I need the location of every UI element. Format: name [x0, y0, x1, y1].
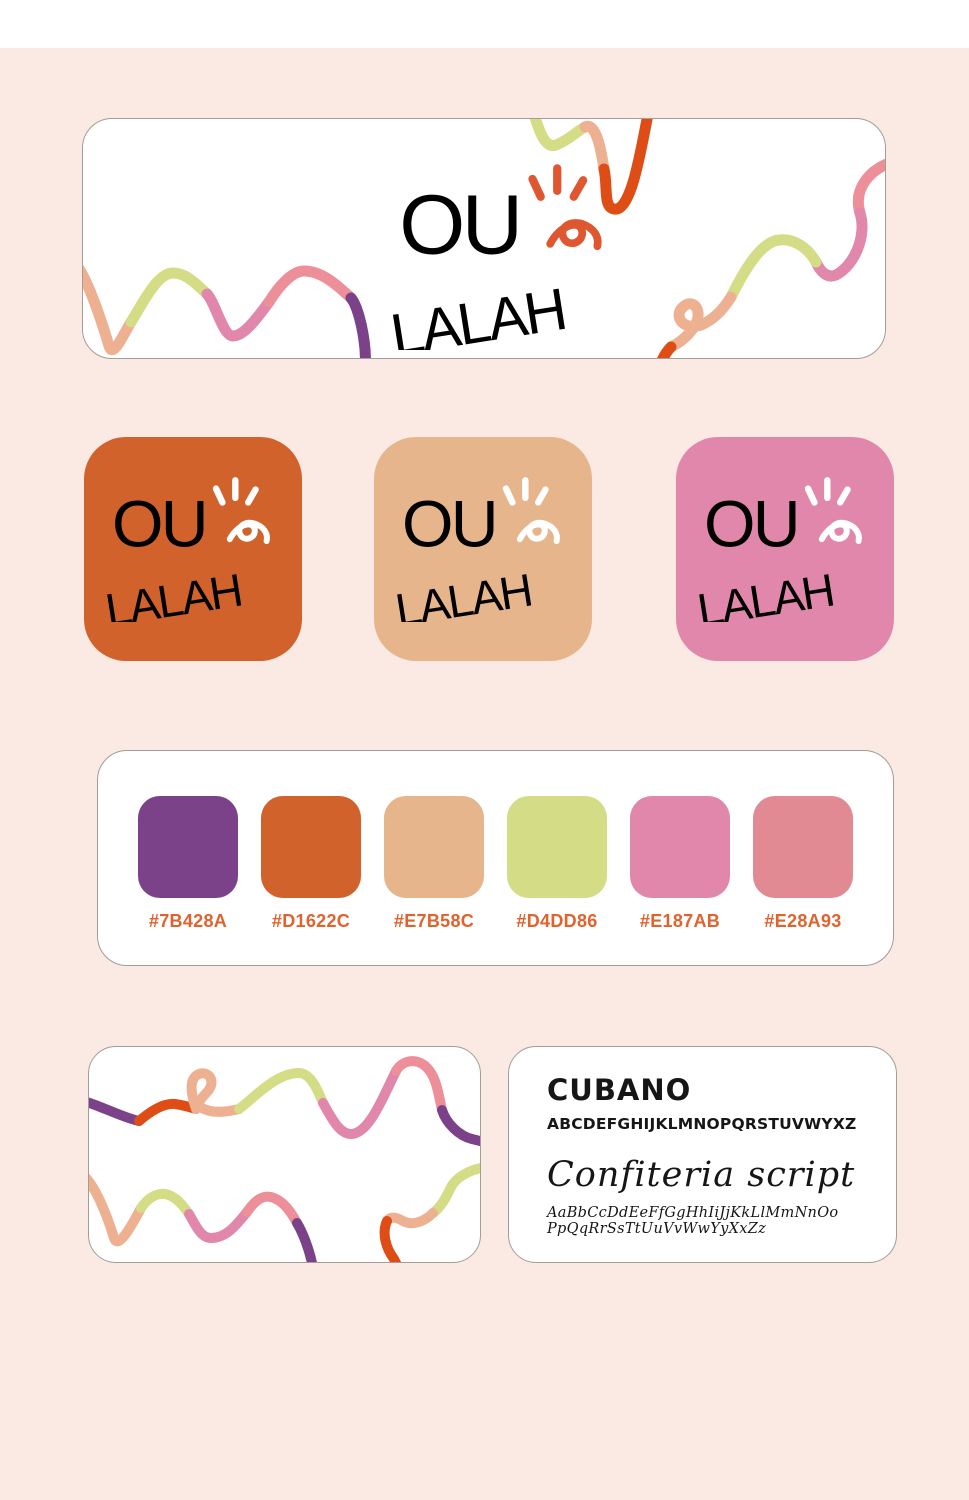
hex-label: #D1622C — [271, 911, 351, 931]
secondary-alphabet-line1: AaBbCcDdEeFfGgHhIiJjKkLlMmNnOo — [547, 1205, 839, 1221]
color-swatch — [630, 796, 730, 898]
squiggle-segment — [853, 158, 885, 219]
squiggle-segment — [125, 267, 213, 328]
secondary-font-alphabet: AaBbCcDdEeFfGgHhIiJjKkLlMmNnOo PpQqRrSsT… — [547, 1205, 877, 1237]
logo-banner-card — [82, 118, 886, 359]
card-squiggle-pattern — [89, 1056, 480, 1262]
palette-swatch-item: #E28A93 — [753, 796, 853, 932]
hex-label: #E7B58C — [393, 911, 475, 931]
squiggle-segment — [665, 291, 737, 353]
squiggle-segment — [136, 1188, 194, 1219]
hex-label: #E187AB — [639, 911, 721, 931]
squiggle-segment — [242, 1191, 302, 1228]
squiggle-segment — [184, 1207, 252, 1244]
squiggle-segment — [83, 264, 137, 356]
wordmark-logo — [391, 473, 575, 622]
squiggle-segment — [201, 288, 275, 342]
squiggle-segment — [529, 119, 591, 151]
swatch-row: #7B428A #D1622C #E7B58C #D4DD86 #E187AB … — [138, 796, 853, 932]
wordmark-logo — [385, 159, 621, 350]
squiggle-segment — [598, 119, 653, 215]
squiggle-segment — [292, 1218, 317, 1262]
top-margin — [0, 0, 969, 48]
squiggle-segment — [725, 234, 822, 303]
squiggle-segment — [186, 1068, 244, 1117]
squiggle-segment — [391, 1056, 447, 1115]
hex-label: #E28A93 — [764, 911, 842, 931]
hex-label: #7B428A — [148, 911, 228, 931]
wordmark-logo — [693, 473, 877, 622]
wordmark-logo — [101, 473, 285, 622]
palette-swatch-item: #D1622C — [261, 796, 361, 932]
squiggle-segment — [263, 265, 357, 308]
squiggle-segment — [379, 1216, 402, 1262]
squiggle-segment — [810, 207, 868, 282]
color-swatch — [261, 796, 361, 898]
typography-samples: CUBANO ABCDEFGHIJKLMNOPQRSTUVWYXZ Confit… — [547, 1073, 877, 1237]
color-palette-card: #7B428A #D1622C #E7B58C #D4DD86 #E187AB … — [97, 750, 894, 966]
squiggle-segment — [428, 1163, 480, 1218]
secondary-font-name: Confiteria script — [547, 1155, 856, 1195]
squiggle-segment — [318, 1066, 401, 1140]
secondary-alphabet-line2: PpQqRrSsTtUuVvWwYyXxZz — [547, 1221, 767, 1238]
palette-swatch-item: #D4DD86 — [507, 796, 607, 932]
color-swatch — [138, 796, 238, 898]
squiggle-segment — [134, 1098, 201, 1126]
palette-swatch-item: #E7B58C — [384, 796, 484, 932]
color-swatch — [753, 796, 853, 898]
squiggle-segment — [345, 292, 371, 358]
hex-label: #D4DD86 — [516, 911, 598, 931]
color-swatch — [507, 796, 607, 898]
palette-swatch-item: #E187AB — [630, 796, 730, 932]
squiggle-segment — [234, 1067, 328, 1114]
squiggle-segment — [382, 1208, 438, 1229]
color-swatch — [384, 796, 484, 898]
typography-card: CUBANO ABCDEFGHIJKLMNOPQRSTUVWYXZ Confit… — [508, 1046, 897, 1263]
primary-font-name: CUBANO — [547, 1073, 692, 1107]
palette-swatch-item: #7B428A — [138, 796, 238, 932]
squiggle-segment — [656, 341, 677, 358]
app-icon-peach — [374, 437, 592, 661]
pattern-card — [88, 1046, 481, 1263]
primary-font-alphabet: ABCDEFGHIJKLMNOPQRSTUVWYXZ — [547, 1115, 857, 1133]
squiggle-segment — [437, 1105, 480, 1147]
app-icon-pink — [676, 437, 894, 661]
banner-squiggle-pattern — [83, 119, 885, 358]
squiggle-segment — [89, 1173, 146, 1247]
squiggle-segment — [89, 1097, 144, 1126]
app-icon-orange — [84, 437, 302, 661]
